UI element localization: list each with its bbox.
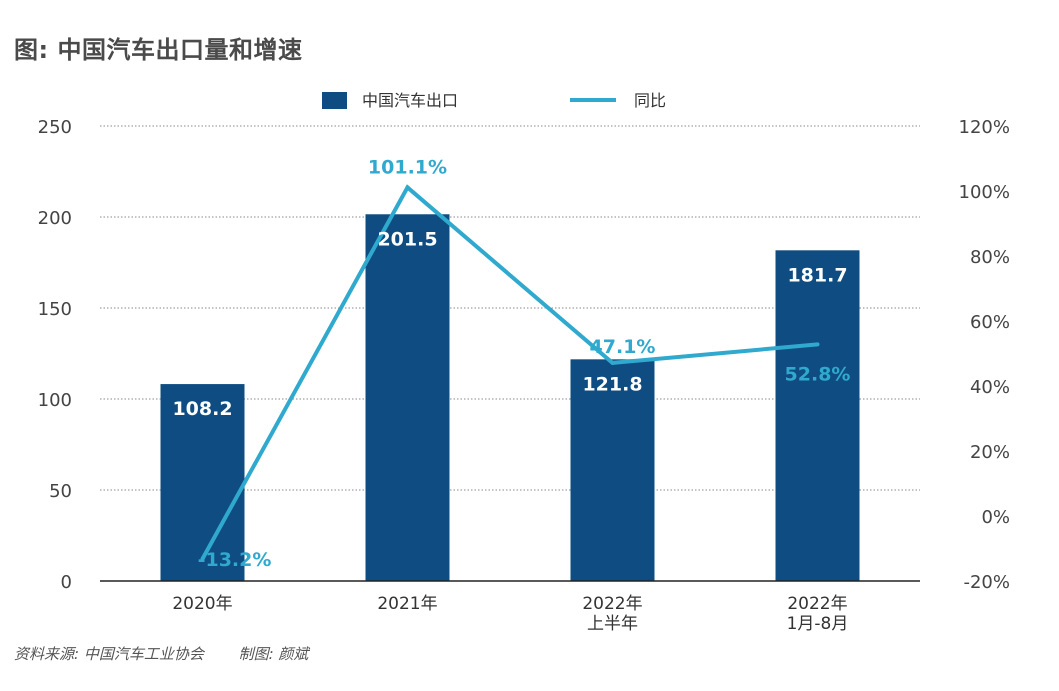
legend: 中国汽车出口 同比 xyxy=(322,91,666,110)
line-value-label: -13.2% xyxy=(198,549,272,571)
source-note: 资料来源: 中国汽车工业协会 制图: 颜斌 xyxy=(14,643,308,664)
y-right-tick-label: 100% xyxy=(959,182,1010,203)
bar-value-label: 181.7 xyxy=(787,264,847,286)
legend-bar-label: 中国汽车出口 xyxy=(362,91,458,110)
line-point xyxy=(200,556,205,561)
x-tick-label: 2022年 xyxy=(582,594,642,614)
bar xyxy=(160,384,245,581)
chart-title: 图: 中国汽车出口量和增速 xyxy=(14,36,303,64)
axes: 0 50 100 150 200 250 -20% 0% 20% 40% 60% 80% 100% 120… xyxy=(38,117,1010,634)
bar xyxy=(365,214,450,581)
bar-value-label: 108.2 xyxy=(172,398,232,420)
bar xyxy=(775,250,860,581)
y-left-tick-label: 100 xyxy=(38,390,72,411)
line-path xyxy=(200,184,818,560)
line-point xyxy=(610,360,615,365)
x-tick-label: 2022年 xyxy=(787,594,847,614)
y-left-tick-label: 150 xyxy=(38,299,72,320)
y-left-tick-label: 250 xyxy=(38,117,72,138)
y-left-tick-label: 50 xyxy=(49,481,72,502)
y-right-tick-label: -20% xyxy=(963,572,1010,593)
y-right-tick-label: 0% xyxy=(981,507,1010,528)
y-right-tick-label: 40% xyxy=(970,377,1010,398)
line-point xyxy=(405,185,410,190)
line-value-label: 52.8% xyxy=(785,363,851,385)
y-left-tick-label: 200 xyxy=(38,208,72,229)
data-source-text: 资料来源: 中国汽车工业协会 xyxy=(14,645,204,663)
bar-value-label: 201.5 xyxy=(377,228,437,250)
y-right-tick-label: 20% xyxy=(970,442,1010,463)
x-tick-label: 2021年 xyxy=(377,594,437,614)
bar xyxy=(570,359,655,581)
legend-line-label: 同比 xyxy=(634,91,666,110)
line-series xyxy=(200,184,820,561)
y-right-tick-label: 60% xyxy=(970,312,1010,333)
line-value-label: 101.1% xyxy=(368,156,447,178)
x-tick-label: 1月-8月 xyxy=(787,614,849,634)
legend-bar-swatch xyxy=(322,92,347,109)
line-value-label: 47.1% xyxy=(590,336,656,358)
bar-value-label: 121.8 xyxy=(582,373,642,395)
x-tick-label: 2020年 xyxy=(172,594,232,614)
line-point xyxy=(815,342,820,347)
y-right-tick-label: 120% xyxy=(959,117,1010,138)
chart-author-text: 制图: 颜斌 xyxy=(238,645,309,663)
bar-series xyxy=(160,214,860,581)
data-labels: 108.2 201.5 121.8 181.7 -13.2% 101.1% 47.1% 52.… xyxy=(172,156,850,570)
x-tick-label: 上半年 xyxy=(587,614,638,634)
y-left-tick-label: 0 xyxy=(61,572,72,593)
y-right-tick-label: 80% xyxy=(970,247,1010,268)
